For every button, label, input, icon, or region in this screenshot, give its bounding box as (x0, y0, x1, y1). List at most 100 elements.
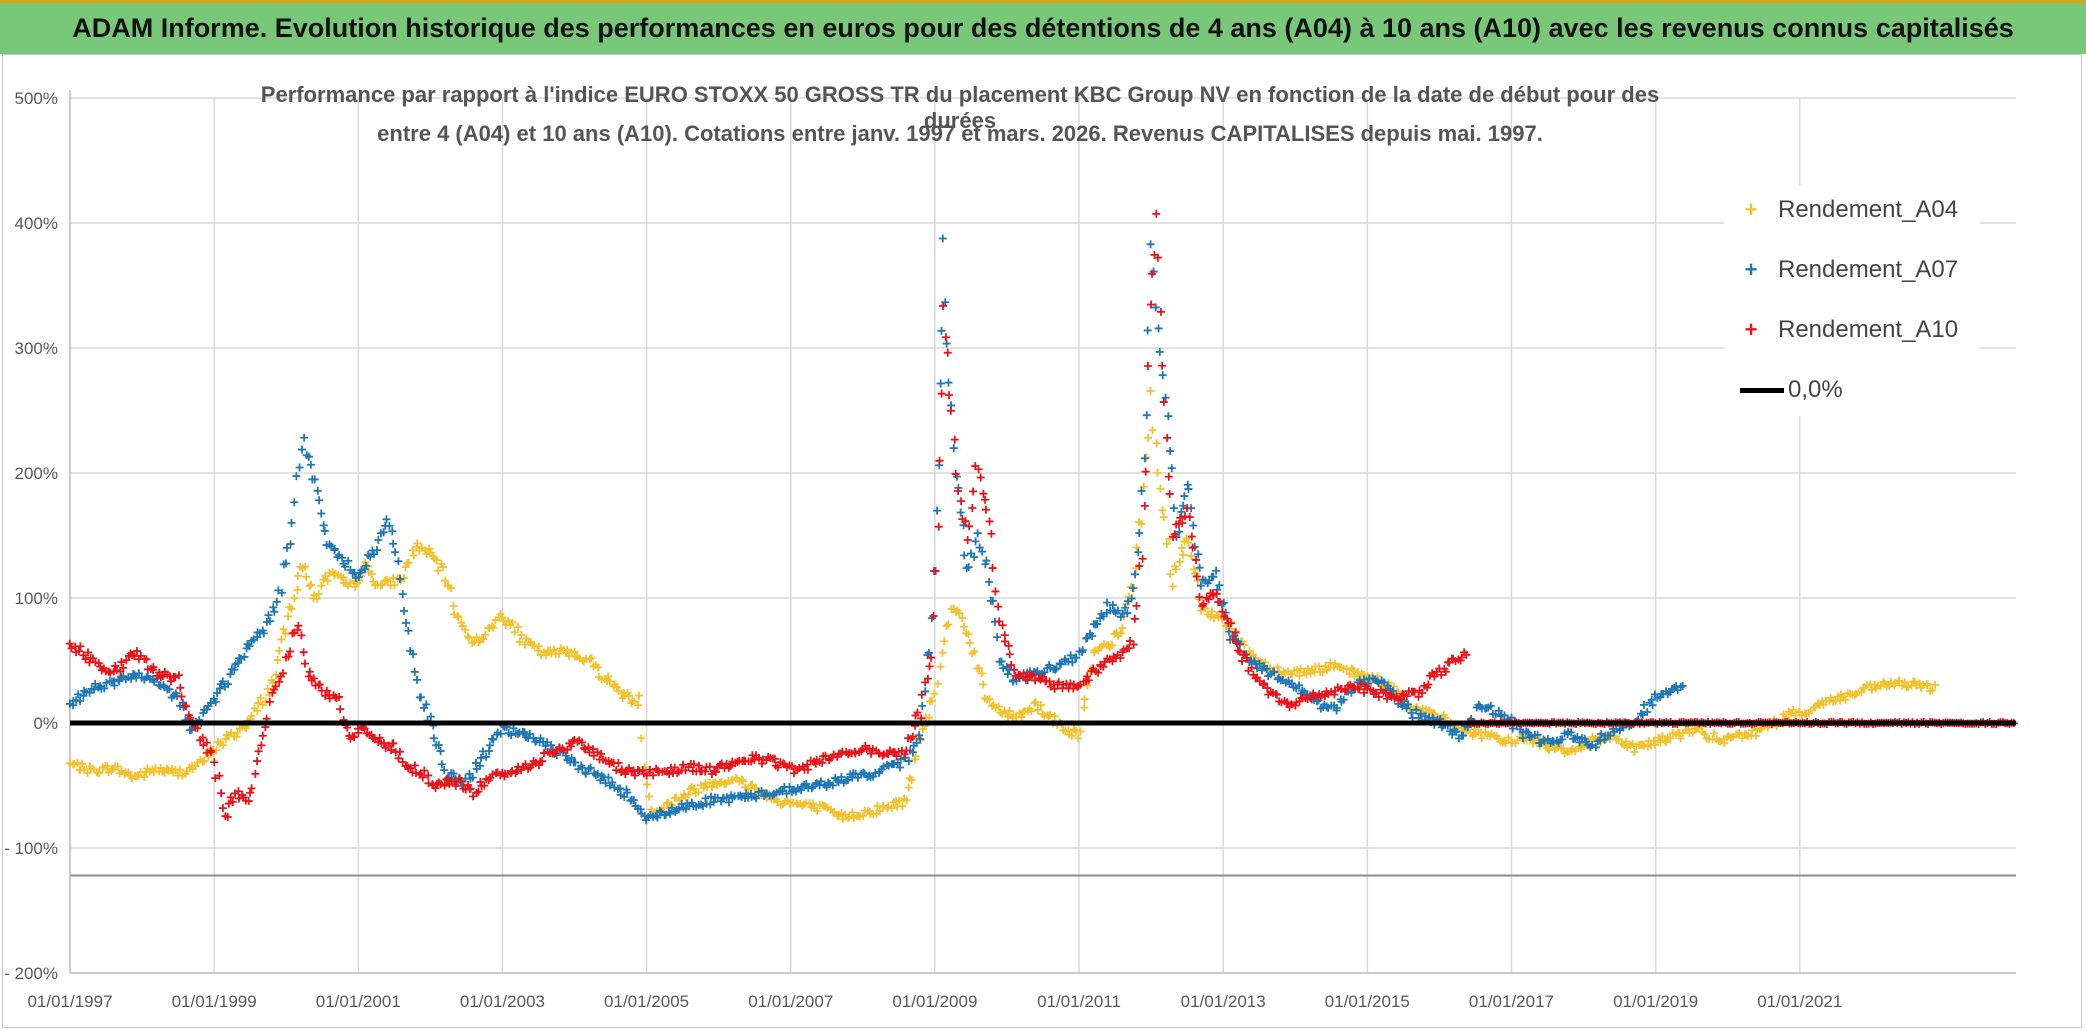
data-point (950, 435, 959, 444)
data-point (1125, 644, 1134, 653)
data-point (1326, 658, 1335, 667)
data-point (259, 629, 268, 638)
data-point (585, 655, 594, 664)
data-point (254, 699, 263, 708)
data-point (1131, 570, 1140, 579)
data-point (512, 766, 521, 775)
data-point (464, 633, 473, 642)
data-point (634, 701, 643, 710)
legend-item-a04: + Rendement_A04 (1724, 190, 1980, 230)
y-tick-label: - 100% (4, 839, 58, 858)
data-point (770, 754, 779, 763)
data-point (277, 635, 286, 644)
data-point (240, 652, 249, 661)
data-point (413, 539, 422, 548)
y-tick-label: 0% (33, 714, 58, 733)
data-point (674, 805, 683, 814)
data-point (1242, 653, 1251, 662)
data-point (809, 799, 818, 808)
data-point (406, 764, 415, 773)
data-point (587, 654, 596, 663)
data-point (525, 729, 534, 738)
data-point (1195, 563, 1204, 572)
data-point (1093, 619, 1102, 628)
data-point (520, 728, 529, 737)
data-point (78, 759, 87, 768)
data-point (534, 642, 543, 651)
data-point (348, 732, 357, 741)
data-point (567, 742, 576, 751)
data-point (395, 747, 404, 756)
data-point (479, 635, 488, 644)
data-point (1023, 675, 1032, 684)
legend-item-zero: 0,0% (1724, 370, 1980, 410)
data-point (1170, 530, 1179, 539)
data-point (1142, 411, 1151, 420)
data-point (275, 646, 284, 655)
data-point (1260, 679, 1269, 688)
data-point (453, 612, 462, 621)
data-point (1036, 701, 1045, 710)
data-point (1199, 600, 1208, 609)
data-point (659, 804, 668, 813)
data-point (247, 784, 256, 793)
data-point (410, 761, 419, 770)
data-point (1143, 361, 1152, 370)
data-point (1156, 307, 1165, 316)
data-point (234, 658, 243, 667)
data-point (142, 655, 151, 664)
x-tick-label: 01/01/2019 (1613, 992, 1698, 1011)
data-point (802, 779, 811, 788)
data-point (1180, 492, 1189, 501)
data-point (290, 498, 299, 507)
data-point (1910, 677, 1919, 686)
data-point (757, 786, 766, 795)
data-point (782, 789, 791, 798)
data-point (994, 702, 1003, 711)
data-point (1152, 439, 1161, 448)
data-point (965, 522, 974, 531)
data-point (726, 761, 735, 770)
data-point (755, 753, 764, 762)
data-point (973, 529, 982, 538)
data-point (1418, 689, 1427, 698)
data-point (982, 556, 991, 565)
data-point (1078, 646, 1087, 655)
data-point (245, 642, 254, 651)
data-point (217, 789, 226, 798)
data-point (1154, 324, 1163, 333)
data-point (90, 685, 99, 694)
data-point (269, 603, 278, 612)
data-point (1350, 672, 1359, 681)
data-point (193, 724, 202, 733)
data-point (1004, 641, 1013, 650)
data-point (480, 781, 489, 790)
data-point (182, 702, 191, 711)
data-point (119, 663, 128, 672)
data-point (476, 753, 485, 762)
data-point (1192, 572, 1201, 581)
data-point (387, 746, 396, 755)
data-point (1177, 507, 1186, 516)
data-point (246, 788, 255, 797)
data-point (978, 547, 987, 556)
data-point (330, 544, 339, 553)
data-point (979, 489, 988, 498)
data-point (117, 658, 126, 667)
data-point (1128, 584, 1137, 593)
data-point (673, 768, 682, 777)
data-point (1688, 728, 1697, 737)
data-point (1212, 566, 1221, 575)
data-point (940, 637, 949, 646)
data-point (1027, 707, 1036, 716)
data-point (474, 787, 483, 796)
data-point (1204, 595, 1213, 604)
data-point (963, 535, 972, 544)
data-point (938, 648, 947, 657)
data-point (247, 711, 256, 720)
x-tick-label: 01/01/2007 (748, 992, 833, 1011)
data-point (1430, 672, 1439, 681)
data-point (1895, 676, 1904, 685)
data-point (943, 348, 952, 357)
